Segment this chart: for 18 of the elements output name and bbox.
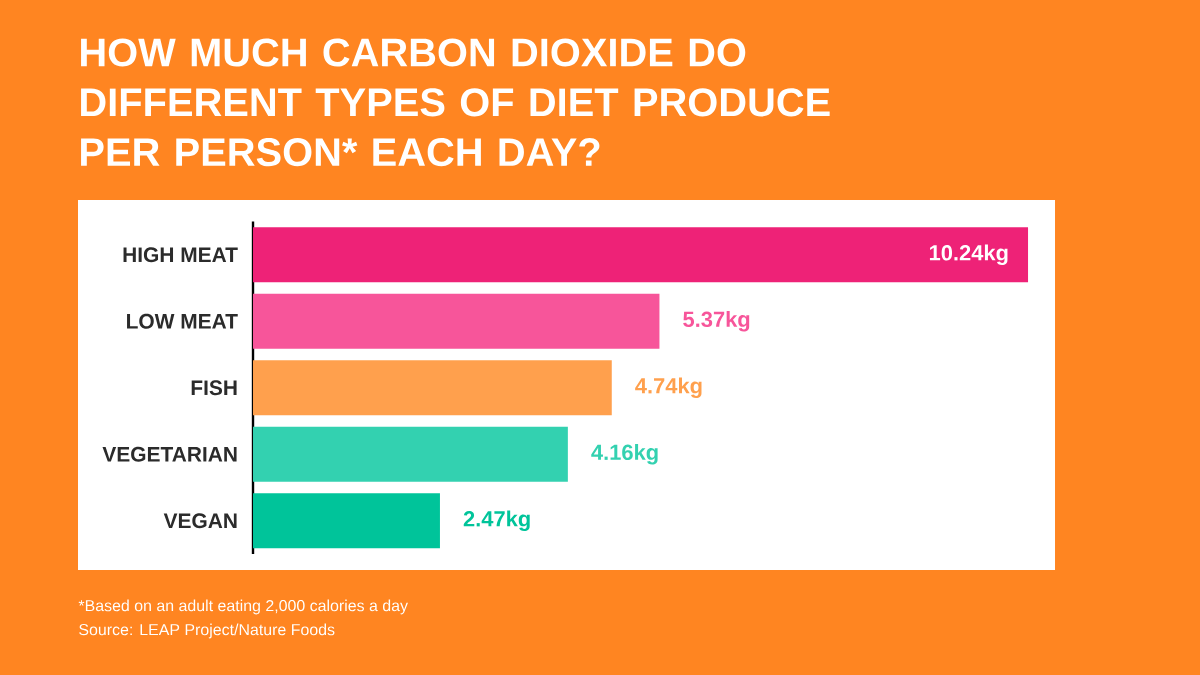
chart-title: HOW MUCH CARBON DIOXIDE DO DIFFERENT TYPES OF DIET PRODUCE PER PERSON* EACH DAY? <box>81 38 830 167</box>
source-note: Source: LEAP Project/Nature Foods <box>79 623 335 639</box>
data-label: 4.16kg <box>591 443 658 465</box>
y-tick-label: FISH <box>191 380 237 396</box>
bar <box>253 493 440 549</box>
data-label: 10.24kg <box>929 244 1008 266</box>
data-label: 5.37kg <box>683 310 750 332</box>
y-tick-label: HIGH MEAT <box>123 247 238 263</box>
data-label: 4.74kg <box>635 377 702 399</box>
bar <box>253 227 1029 283</box>
data-label: 2.47kg <box>463 510 530 532</box>
bar <box>253 293 660 349</box>
y-tick-label: VEGAN <box>163 513 237 529</box>
bar <box>253 426 568 482</box>
text: *Based on an adult eating 2,000 calories a day <box>78 599 408 615</box>
bar <box>253 360 612 416</box>
y-tick-label: VEGETARIAN <box>102 446 237 462</box>
y-tick-label: LOW MEAT <box>127 313 238 329</box>
